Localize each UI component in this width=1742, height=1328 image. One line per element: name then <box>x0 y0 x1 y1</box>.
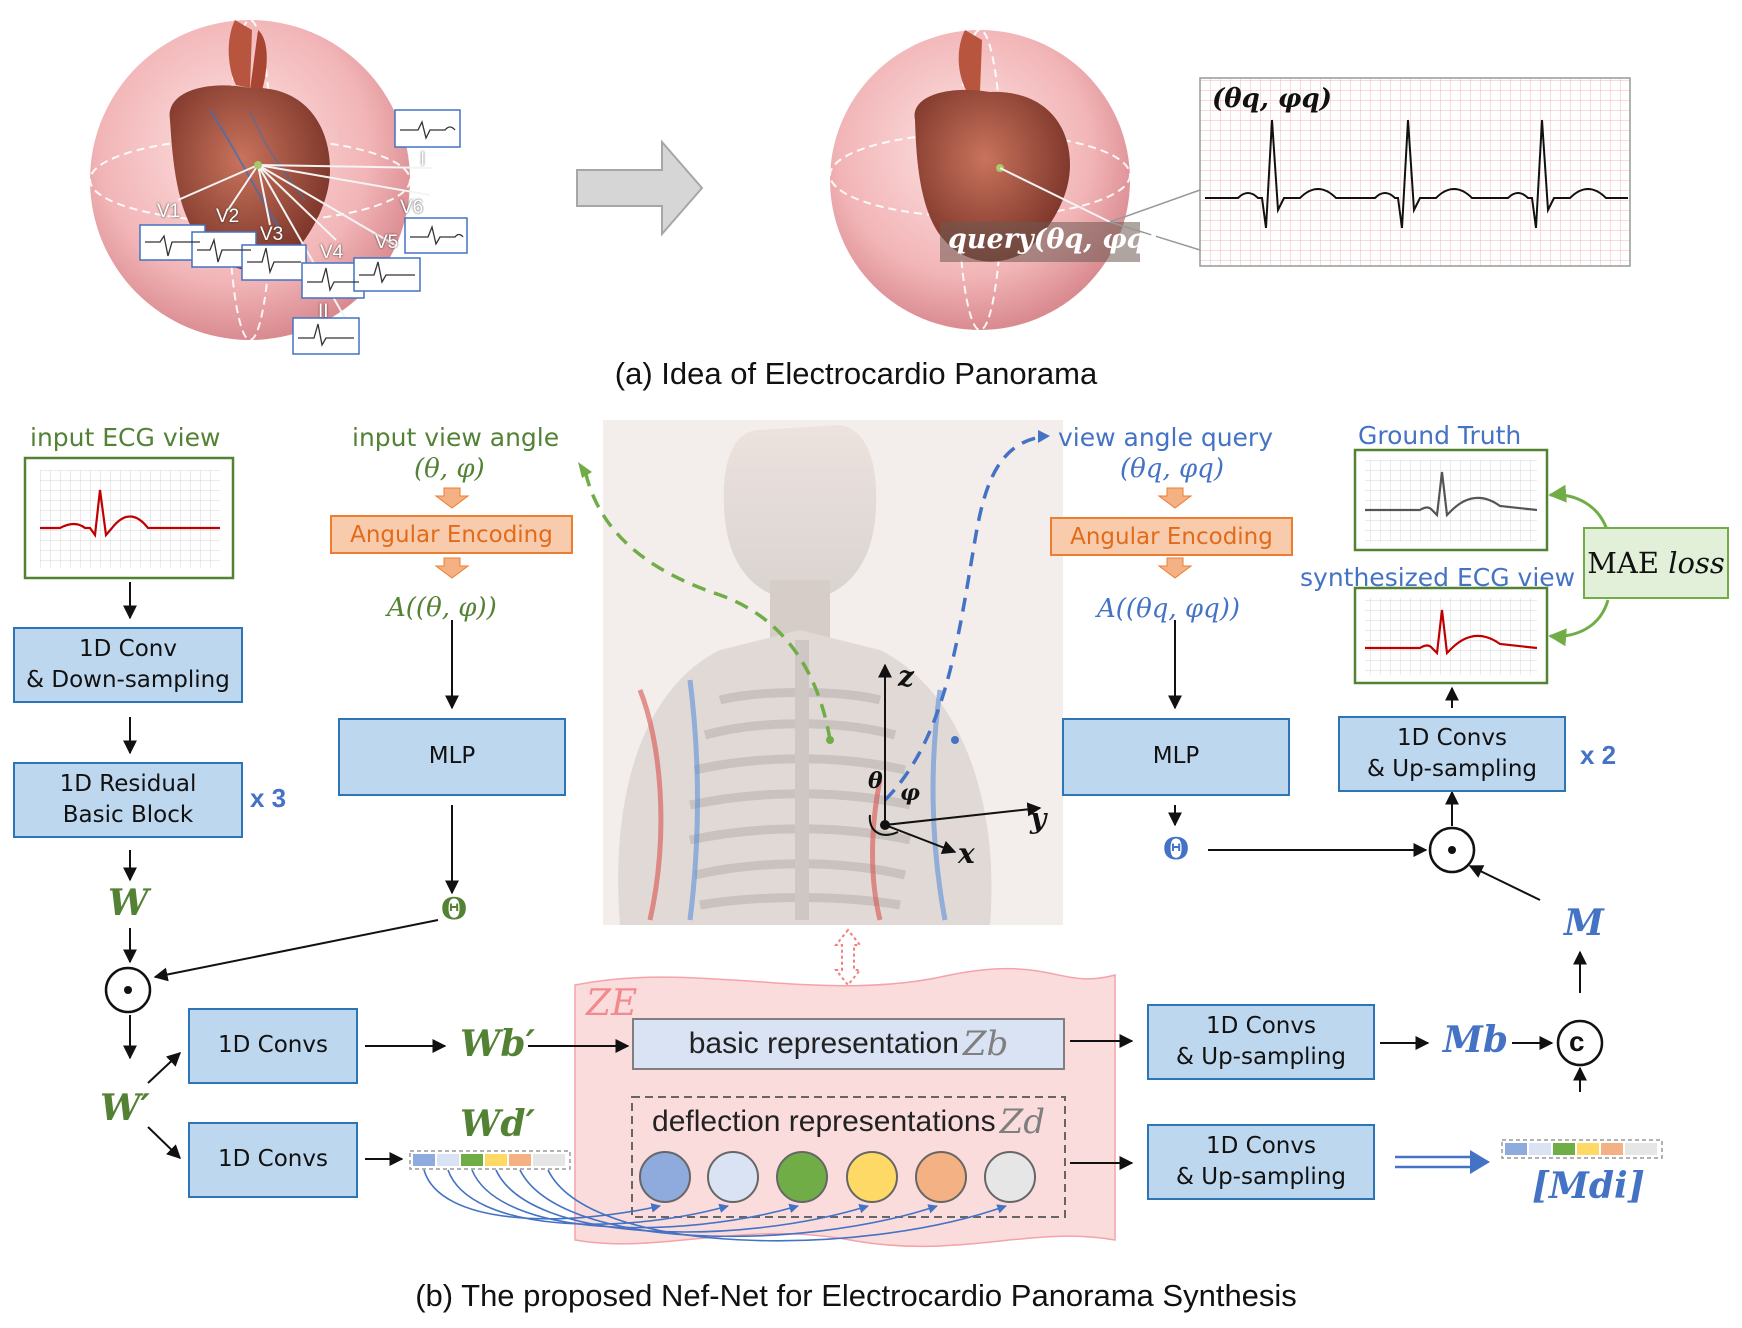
mlp-block-left: MLP <box>338 718 566 796</box>
lead-label-v3: V3 <box>260 224 284 245</box>
synthesized-ecg-box <box>1353 586 1549 685</box>
repeat-x2-label: x 2 <box>1580 740 1617 770</box>
axis-y-label: y <box>1030 802 1047 835</box>
repeat-x3-label: x 3 <box>250 783 287 813</box>
axis-theta-label: θ <box>868 768 883 794</box>
wd-prime-symbol: Wd′ <box>460 1103 536 1145</box>
ze-label: ZE <box>586 983 638 1024</box>
wd-vector <box>409 1150 571 1170</box>
orange-arrows <box>434 487 1193 579</box>
caption-a: (a) Idea of Electrocardio Panorama <box>614 356 1098 391</box>
angular-encoding-left: Angular Encoding <box>330 515 573 554</box>
lead-label-v2: V2 <box>216 206 240 227</box>
lead-label-v4: V4 <box>320 242 344 263</box>
convs-block-1: 1D Convs <box>188 1008 358 1084</box>
deflection-representations-title: deflection representations Zd <box>632 1100 1065 1144</box>
upb-line2: & Up-sampling <box>1175 1044 1347 1070</box>
loss-label: loss <box>1668 546 1725 580</box>
concat-label: c <box>1569 1026 1585 1057</box>
upd-line1: 1D Convs <box>1206 1132 1316 1159</box>
ground-truth-box <box>1353 448 1549 552</box>
lead-label-i: I <box>420 149 426 170</box>
axis-phi-label: φ <box>900 780 920 806</box>
input-ecg-view-label: input ECG view <box>30 423 221 452</box>
caption-b: (b) The proposed Nef-Net for Electrocard… <box>415 1278 1297 1313</box>
axis-z-label: z <box>898 660 914 693</box>
upsampling-block-final: 1D Convs & Up-sampling <box>1338 716 1566 792</box>
mlp-block-right: MLP <box>1062 718 1290 796</box>
basic-representation-label: basic representation <box>688 1027 959 1060</box>
mdi-vector <box>1501 1139 1663 1159</box>
conv-downsampling-block: 1D Conv & Down-sampling <box>13 627 243 703</box>
conv-down-line1: 1D Conv <box>79 635 177 662</box>
zb-symbol: Zb <box>962 1024 1009 1064</box>
right-sphere <box>829 29 1140 331</box>
right-arrow-icon <box>576 139 704 237</box>
synthesized-view-label: synthesized ECG view <box>1300 563 1576 592</box>
deflection-circles <box>639 1151 1036 1203</box>
w-symbol: W <box>108 882 149 924</box>
residual-line1: 1D Residual <box>59 770 197 797</box>
ecg-zoom-panel <box>1109 77 1631 267</box>
zd-symbol: Zd <box>999 1102 1045 1142</box>
lead-rays <box>177 161 433 319</box>
query-angle-curve <box>883 435 1041 802</box>
ground-truth-label: Ground Truth <box>1358 421 1522 450</box>
flow-arrows <box>123 582 1587 1170</box>
input-angle-value: (θ, φ) <box>414 454 485 484</box>
mlp-right-label: MLP <box>1152 743 1200 770</box>
human-torso-illustration <box>603 420 1063 925</box>
theta-left-symbol: Θ <box>441 892 468 927</box>
lead-label-v6: V6 <box>400 197 424 218</box>
coordinate-axes <box>868 663 1042 854</box>
mb-symbol: Mb <box>1443 1019 1509 1061</box>
view-angle-query-label: view angle query <box>1058 423 1273 452</box>
m-symbol: M <box>1564 902 1604 944</box>
input-ecg-box <box>23 456 235 580</box>
lead-label-ii: II <box>318 301 329 322</box>
query-label: query(θq, φq) <box>948 224 1159 255</box>
convs2-label: 1D Convs <box>218 1146 328 1173</box>
wb-prime-symbol: Wb′ <box>460 1023 536 1065</box>
upf-line2: & Up-sampling <box>1366 756 1538 782</box>
residual-block: 1D Residual Basic Block <box>13 762 243 838</box>
input-angle-curve <box>583 469 832 741</box>
encoded-angle-left: A((θ, φ)) <box>387 593 497 623</box>
mae-arrows <box>1548 484 1610 647</box>
conv-down-line2: & Down-sampling <box>26 667 230 693</box>
axis-x-label: x <box>958 837 975 870</box>
query-angle-label: (θq, φq) <box>1212 84 1332 114</box>
input-view-angle-label: input view angle <box>352 423 560 452</box>
wd-to-deflection-arrows <box>423 1169 1007 1242</box>
basic-representation-box: basic representation Zb <box>632 1018 1065 1070</box>
upd-line2: & Up-sampling <box>1175 1164 1347 1190</box>
mlp-left-label: MLP <box>428 743 476 770</box>
mdi-symbol: [Mdi] <box>1532 1165 1645 1207</box>
lead-ecg-traces <box>145 120 464 347</box>
mae-loss-box: MAE loss <box>1583 527 1729 599</box>
query-angle-value: (θq, φq) <box>1120 454 1224 484</box>
convs1-label: 1D Convs <box>218 1032 328 1059</box>
w-prime-symbol: W′ <box>100 1087 150 1129</box>
residual-line2: Basic Block <box>62 802 194 828</box>
lead-label-v1: V1 <box>157 201 181 222</box>
deflection-representations-label: deflection representations <box>652 1105 996 1138</box>
deflection-box <box>631 1096 1066 1218</box>
upsampling-block-d: 1D Convs & Up-sampling <box>1147 1124 1375 1200</box>
lead-label-v5: V5 <box>375 232 399 253</box>
upb-line1: 1D Convs <box>1206 1012 1316 1039</box>
theta-right-symbol: Θ <box>1163 832 1190 867</box>
angular-encoding-right: Angular Encoding <box>1050 517 1293 556</box>
double-arrow <box>1395 1150 1490 1174</box>
encoded-angle-right: A((θq, φq)) <box>1097 594 1241 624</box>
upsampling-block-b: 1D Convs & Up-sampling <box>1147 1004 1375 1080</box>
exchange-arrow <box>833 928 863 987</box>
mae-label: MAE <box>1587 546 1660 580</box>
convs-block-2: 1D Convs <box>188 1122 358 1198</box>
concat-icon <box>1556 1019 1604 1067</box>
upf-line1: 1D Convs <box>1397 724 1507 751</box>
